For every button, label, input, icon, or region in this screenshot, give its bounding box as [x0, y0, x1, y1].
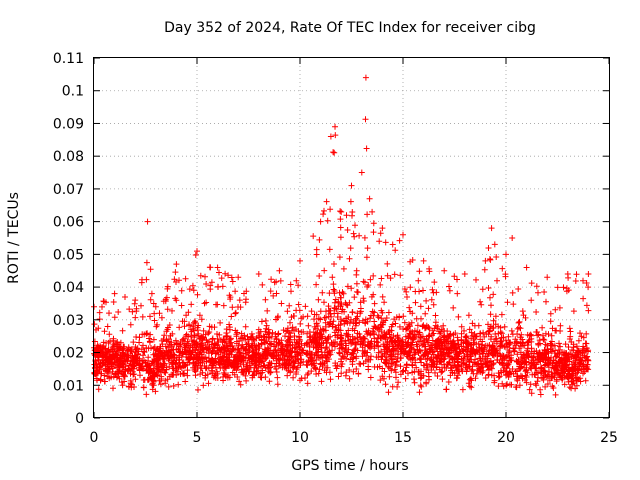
- peak-marker: [544, 274, 551, 281]
- peak-marker: [338, 208, 345, 215]
- peak-marker: [173, 261, 180, 268]
- x-tick-label: 25: [600, 430, 618, 446]
- axis-ticks: 0 5 10 15 20 25 0 0.01 0.02 0.03 0.04 0.05 0.06 0.07 0…: [53, 51, 618, 446]
- y-tick-label: 0.08: [53, 149, 84, 165]
- y-tick-label: 0.07: [53, 182, 84, 198]
- y-tick-label: 0.01: [53, 378, 84, 394]
- peak-marker: [276, 267, 283, 274]
- peak-marker: [144, 218, 151, 225]
- data-points: [91, 74, 592, 398]
- peak-marker: [327, 133, 334, 140]
- peak-marker: [194, 248, 200, 255]
- peak-marker: [585, 271, 592, 277]
- peak-marker: [235, 274, 242, 281]
- peak-marker: [389, 241, 396, 248]
- x-tick-label: 10: [291, 430, 309, 446]
- x-tick-label: 5: [193, 430, 202, 446]
- peak-marker: [564, 271, 571, 277]
- y-tick-label: 0.03: [53, 313, 84, 329]
- peak-marker: [358, 169, 365, 176]
- peak-marker: [509, 235, 516, 241]
- y-tick-label: 0.09: [53, 116, 84, 132]
- x-tick-label: 15: [394, 430, 412, 446]
- y-tick-label: 0.04: [53, 280, 84, 296]
- peak-marker: [369, 208, 376, 215]
- y-axis-title: ROTI / TECUs: [6, 192, 22, 284]
- peak-marker: [150, 300, 157, 307]
- peak-marker: [441, 267, 448, 274]
- x-axis-title: GPS time / hours: [291, 458, 408, 474]
- y-tick-label: 0.1: [62, 84, 84, 100]
- y-tick-label: 0.06: [53, 215, 84, 231]
- peak-marker: [317, 218, 324, 225]
- peak-marker: [214, 264, 221, 271]
- peak-marker: [132, 297, 139, 304]
- peak-marker: [400, 231, 406, 238]
- peak-marker: [420, 257, 427, 264]
- chart-title: Day 352 of 2024, Rate Of TEC Index for r…: [164, 20, 536, 36]
- peak-marker: [348, 182, 355, 189]
- y-tick-label: 0: [75, 411, 84, 427]
- peak-marker: [255, 271, 262, 277]
- peak-marker: [503, 251, 509, 258]
- peak-marker: [362, 74, 369, 81]
- peak-marker: [461, 271, 468, 277]
- peak-marker: [482, 257, 489, 264]
- peak-marker: [297, 257, 303, 264]
- y-tick-label: 0.11: [53, 51, 84, 67]
- y-tick-label: 0.02: [53, 346, 84, 362]
- plot-frame: [93, 57, 610, 418]
- peak-marker: [332, 123, 339, 130]
- peak-marker: [488, 225, 495, 232]
- x-tick-label: 0: [90, 430, 99, 446]
- peak-marker: [152, 303, 159, 310]
- peak-marker: [111, 290, 118, 297]
- x-tick-label: 20: [497, 430, 515, 446]
- scatter-markers: [91, 116, 592, 398]
- peak-marker: [523, 264, 530, 271]
- peak-marker: [379, 225, 386, 232]
- y-tick-label: 0.05: [53, 247, 84, 263]
